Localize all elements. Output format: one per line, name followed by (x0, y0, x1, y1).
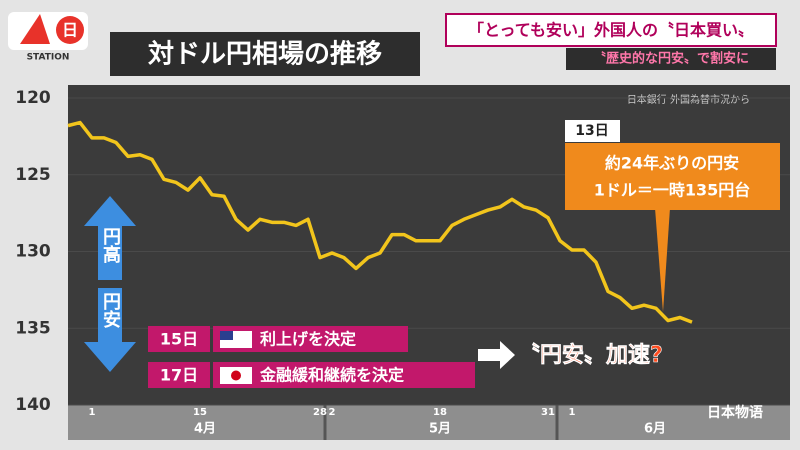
subheadline: 〝歴史的な円安〟で割安に (593, 51, 749, 67)
logo-text: STATION (27, 53, 70, 63)
event-day: 15日 (160, 330, 198, 349)
x-tick-label: 28 (313, 407, 327, 418)
line-series (67, 120, 693, 324)
logo-day: 日 (62, 21, 78, 40)
title-box (110, 32, 420, 76)
event-box (213, 362, 475, 388)
watermark: 日本物语 (707, 404, 763, 421)
arrow-up (84, 196, 136, 280)
x-axis-strip (68, 405, 790, 440)
logo-circle (56, 16, 84, 44)
x-tick-label: 18 (433, 407, 447, 418)
month-label: 5月 (429, 422, 451, 437)
arrow-down (84, 288, 136, 372)
event-text: 金融緩和継続を決定 (259, 366, 404, 385)
x-tick-label: 15 (193, 407, 207, 418)
event-day-box (148, 326, 210, 352)
event-day: 17日 (160, 366, 198, 385)
x-tick-label: 31 (541, 407, 555, 418)
callout-line: 約24年ぶりの円安 (605, 154, 739, 173)
logo-mark (20, 14, 50, 44)
x-tick-label: 1 (89, 407, 96, 418)
flag-jp-disc (231, 370, 241, 381)
chart-panel (68, 85, 790, 405)
callout-pointer (655, 208, 670, 312)
source: 日本銀行 外国為替市況から (627, 93, 750, 106)
event-day-box (148, 362, 210, 388)
y-tick-label: 140 (15, 395, 51, 415)
arrow-right (478, 341, 515, 369)
flag-us-canton (220, 331, 233, 340)
subheadline-box (566, 48, 776, 70)
y-tick-label: 135 (15, 318, 51, 338)
x-tick-label: 2 (329, 407, 336, 418)
callout-day-box (565, 120, 620, 142)
headline-box (445, 13, 777, 47)
y-tick-label: 120 (15, 88, 51, 108)
y-tick-label: 125 (15, 165, 51, 185)
headline: 「とっても安い」外国人の〝日本買い〟 (468, 21, 754, 40)
event-text: 利上げを決定 (260, 330, 356, 349)
y-tick-label: 130 (15, 242, 51, 262)
month-label: 6月 (644, 422, 666, 437)
callout-day: 13日 (575, 123, 608, 139)
callout-line: 1ドル＝一時135円台 (594, 181, 751, 200)
conclusion: 〝円安〟加速? (518, 342, 663, 368)
chart-title: 対ドル円相場の推移 (148, 40, 382, 70)
strong-label: 円高 (100, 227, 121, 264)
x-tick-label: 1 (569, 407, 576, 418)
callout-box (565, 143, 780, 210)
month-label: 4月 (194, 422, 216, 437)
weak-label: 円安 (100, 292, 121, 329)
